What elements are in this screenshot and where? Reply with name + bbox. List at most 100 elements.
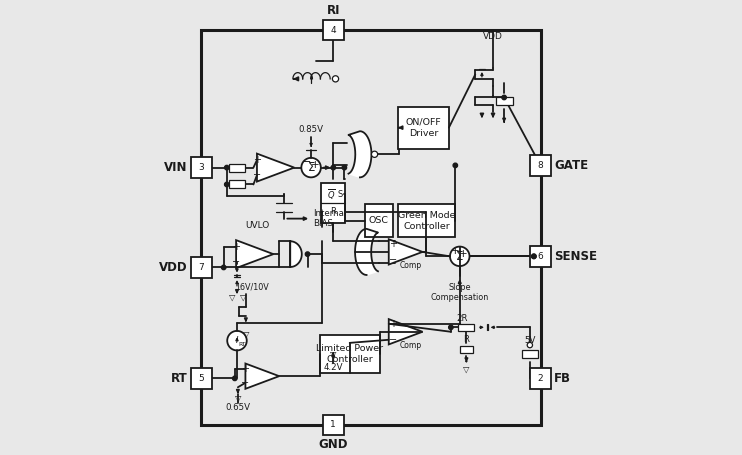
Text: −: −	[241, 378, 249, 388]
Text: −: −	[232, 257, 240, 267]
Text: Slope
Compensation: Slope Compensation	[430, 283, 489, 303]
Text: 7: 7	[199, 263, 204, 272]
Circle shape	[502, 95, 506, 100]
Text: 8: 8	[538, 161, 543, 170]
Text: OSC: OSC	[369, 216, 389, 225]
Text: Σ: Σ	[307, 161, 315, 174]
Text: S: S	[338, 190, 343, 199]
Text: +: +	[459, 249, 468, 259]
Circle shape	[342, 165, 347, 170]
Circle shape	[528, 343, 533, 348]
Text: +: +	[241, 364, 249, 374]
Text: SENSE: SENSE	[554, 250, 597, 263]
FancyBboxPatch shape	[530, 155, 551, 176]
Text: 6: 6	[538, 252, 543, 261]
Text: VIN: VIN	[164, 161, 188, 174]
FancyBboxPatch shape	[530, 246, 551, 267]
Text: ON/OFF
Driver: ON/OFF Driver	[405, 117, 441, 138]
Bar	[496, 97, 513, 105]
Text: 0.85V: 0.85V	[298, 125, 324, 134]
Text: 4.2V: 4.2V	[324, 363, 343, 372]
Text: GATE: GATE	[554, 159, 588, 172]
Text: R: R	[330, 207, 336, 217]
Text: −: −	[301, 157, 311, 167]
FancyBboxPatch shape	[530, 368, 551, 389]
Text: FB: FB	[554, 372, 571, 385]
Text: 2R: 2R	[456, 314, 467, 323]
Circle shape	[227, 331, 247, 350]
FancyBboxPatch shape	[191, 157, 212, 178]
Polygon shape	[246, 364, 279, 389]
Circle shape	[305, 252, 309, 256]
Text: +: +	[232, 242, 240, 252]
Polygon shape	[349, 131, 372, 177]
Circle shape	[332, 76, 338, 82]
Circle shape	[453, 163, 458, 167]
Text: 0.65V: 0.65V	[226, 403, 250, 412]
Text: 5: 5	[199, 374, 204, 383]
Text: +: +	[253, 155, 261, 165]
Text: Comp: Comp	[400, 341, 422, 350]
Text: R: R	[464, 335, 470, 344]
Text: UVLO: UVLO	[245, 221, 269, 230]
Bar	[522, 350, 538, 358]
Circle shape	[225, 165, 229, 170]
Text: VDD: VDD	[159, 261, 188, 274]
Circle shape	[221, 265, 226, 270]
Circle shape	[531, 254, 536, 258]
Bar	[229, 164, 245, 172]
Text: 2: 2	[538, 374, 543, 383]
Text: ▽: ▽	[330, 349, 337, 359]
Text: +: +	[450, 246, 459, 256]
Text: I: I	[236, 336, 238, 345]
FancyBboxPatch shape	[323, 415, 344, 435]
FancyBboxPatch shape	[320, 335, 380, 373]
Text: 1: 1	[330, 420, 336, 430]
Polygon shape	[236, 240, 273, 268]
Bar	[459, 324, 474, 331]
Text: Comp: Comp	[400, 261, 422, 270]
FancyBboxPatch shape	[321, 183, 346, 223]
Circle shape	[301, 158, 321, 177]
Text: −: −	[253, 170, 261, 180]
Polygon shape	[355, 229, 378, 275]
FancyBboxPatch shape	[191, 368, 212, 389]
Text: VDD: VDD	[483, 32, 503, 41]
Circle shape	[372, 151, 378, 157]
Text: GND: GND	[318, 438, 348, 451]
Polygon shape	[290, 241, 302, 267]
Circle shape	[450, 247, 470, 266]
Text: 3: 3	[199, 163, 204, 172]
Circle shape	[531, 254, 536, 258]
Text: −: −	[389, 255, 397, 265]
Text: RT: RT	[171, 372, 188, 385]
FancyBboxPatch shape	[191, 257, 212, 278]
Text: RI: RI	[326, 4, 340, 17]
Text: 4: 4	[330, 25, 336, 35]
Bar	[229, 181, 245, 188]
Polygon shape	[389, 239, 422, 264]
Text: $\overline{Q}$: $\overline{Q}$	[326, 187, 335, 202]
Bar	[460, 346, 473, 353]
Text: Limited Power
Controller: Limited Power Controller	[316, 344, 384, 364]
Text: 16V/10V: 16V/10V	[236, 283, 269, 292]
Text: 5V: 5V	[524, 336, 536, 345]
Polygon shape	[389, 319, 422, 344]
Text: Internal
BIAS: Internal BIAS	[313, 209, 347, 228]
Text: ▽: ▽	[243, 329, 249, 339]
Text: ▽: ▽	[234, 394, 241, 403]
Circle shape	[225, 182, 229, 187]
Text: +: +	[311, 160, 319, 170]
Text: +: +	[390, 319, 397, 329]
FancyBboxPatch shape	[398, 106, 449, 149]
Circle shape	[449, 325, 453, 329]
FancyBboxPatch shape	[323, 20, 344, 40]
Text: Green Mode
Controller: Green Mode Controller	[398, 211, 456, 231]
Text: Σ: Σ	[456, 250, 464, 263]
Text: −: −	[389, 335, 397, 345]
Circle shape	[232, 376, 237, 380]
FancyBboxPatch shape	[364, 204, 393, 238]
Polygon shape	[257, 154, 295, 182]
FancyBboxPatch shape	[398, 204, 456, 238]
Text: ▽: ▽	[463, 365, 470, 374]
